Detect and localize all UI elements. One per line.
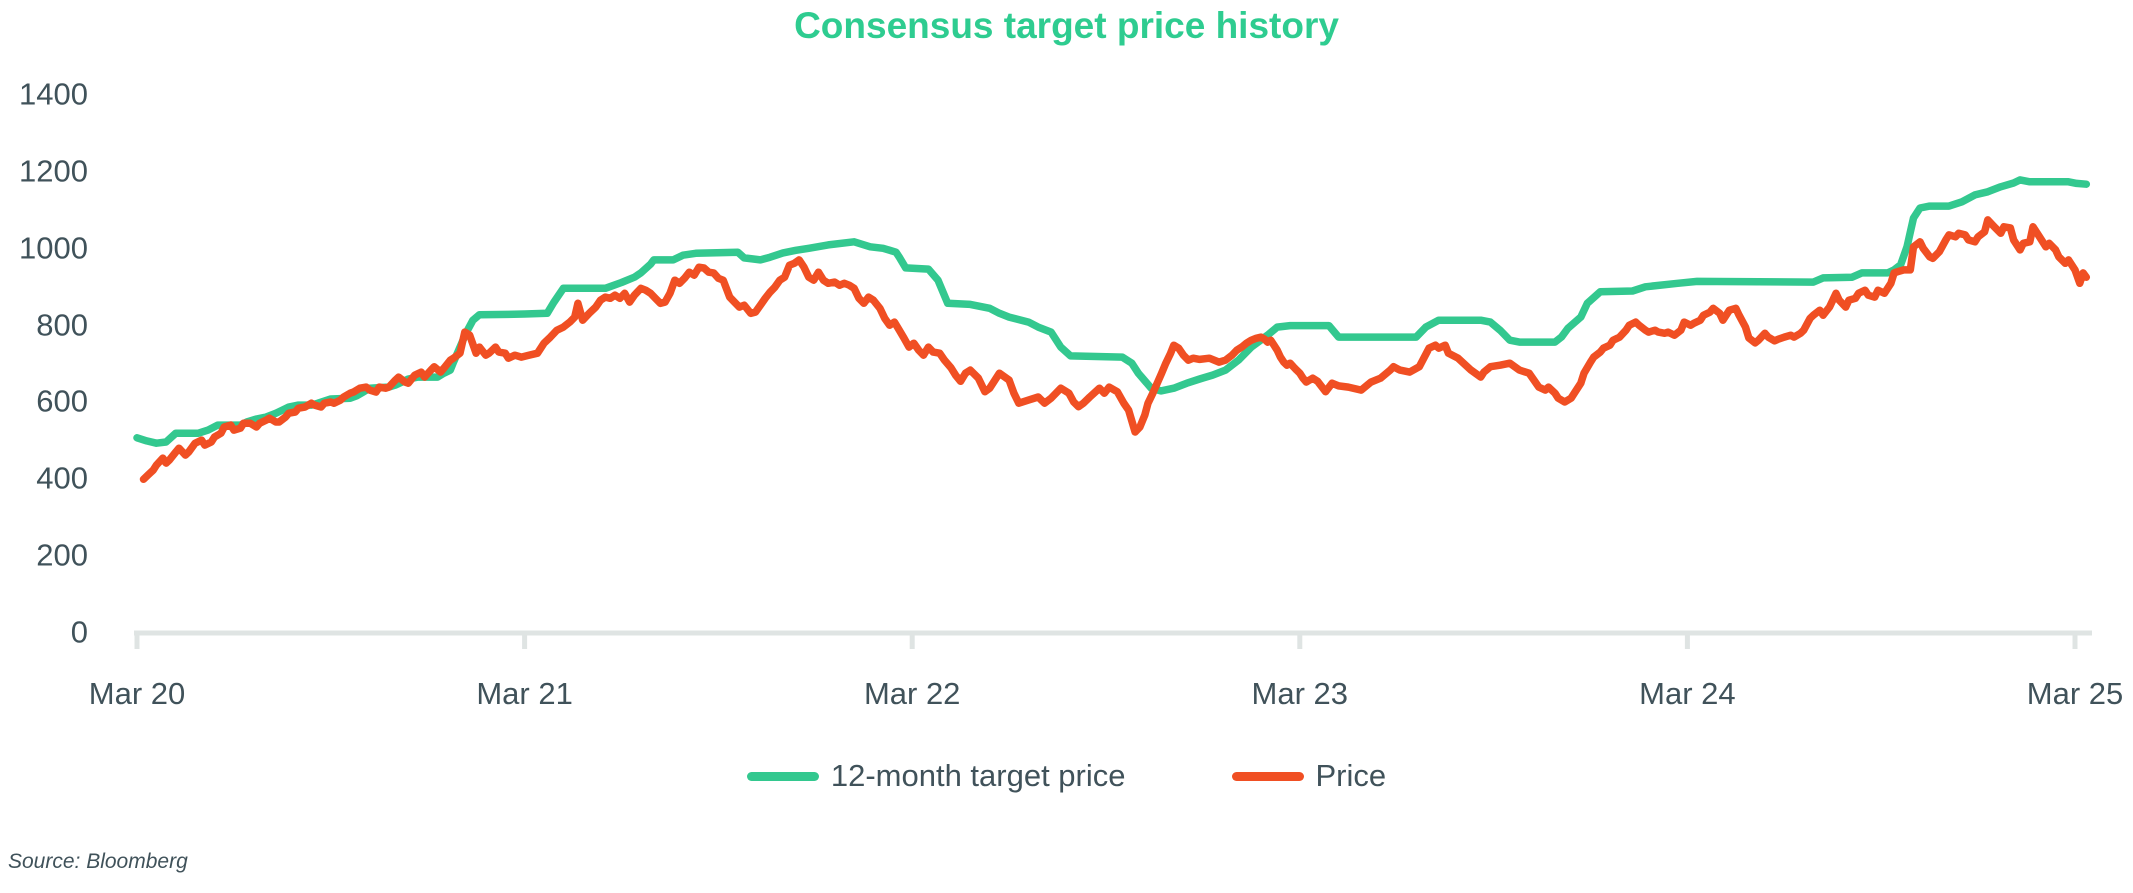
price-line: [139, 216, 2091, 484]
y-axis-label: 1200: [19, 153, 88, 189]
source-note: Source: Bloomberg: [8, 850, 188, 873]
legend-item-target: 12-month target price: [746, 758, 1126, 794]
y-axis-label: 400: [36, 460, 88, 496]
chart-legend: 12-month target price Price: [0, 758, 2133, 794]
y-axis-label: 0: [70, 614, 88, 650]
y-axis-label: 1400: [19, 76, 88, 112]
legend-label-price: Price: [1315, 758, 1387, 793]
x-axis-label: Mar 25: [2026, 676, 2124, 711]
legend-label-target: 12-month target price: [830, 758, 1126, 793]
x-axis-label: Mar 20: [88, 676, 186, 711]
price-line-swatch: [1231, 771, 1304, 781]
y-axis-label: 1000: [19, 229, 88, 265]
x-axis-label: Mar 24: [1639, 676, 1736, 711]
y-axis-label: 800: [36, 306, 88, 342]
target-price-line: [133, 176, 2091, 447]
page-title: Consensus target price history: [794, 5, 1339, 46]
x-axis-label: Mar 22: [863, 676, 961, 711]
x-axis-label: Mar 21: [476, 676, 573, 711]
x-axis-label: Mar 23: [1251, 676, 1349, 711]
legend-item-price: Price: [1231, 758, 1387, 794]
y-axis-label: 200: [36, 537, 88, 573]
y-axis-label: 600: [36, 383, 88, 419]
target-line-swatch: [746, 771, 819, 781]
